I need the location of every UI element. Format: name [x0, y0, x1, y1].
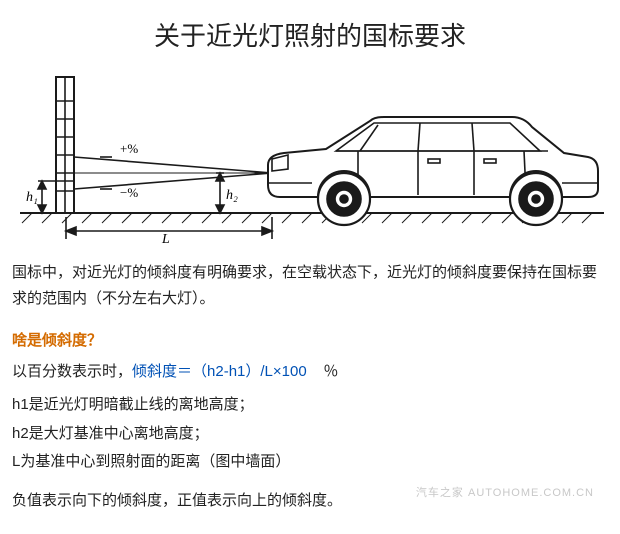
page-title: 关于近光灯照射的国标要求 — [12, 16, 608, 53]
definitions-block: h1是近光灯明暗截止线的离地高度； h2是大灯基准中心离地高度； L为基准中心到… — [12, 391, 608, 477]
watermark: 汽车之家 AUTOHOME.COM.CN — [416, 484, 594, 500]
formula-prefix: 以百分数表示时， — [12, 363, 132, 380]
label-minus-pct: −% — [120, 185, 138, 200]
label-h1: h₁ — [26, 190, 38, 205]
def-L: L为基准中心到照射面的距离（图中墙面） — [12, 448, 608, 477]
paragraph-intro: 国标中，对近光灯的倾斜度有明确要求，在空载状态下，近光灯的倾斜度要保持在国标要求… — [12, 260, 608, 311]
def-h1: h1是近光灯明暗截止线的离地高度； — [12, 391, 608, 420]
label-plus-pct: +% — [120, 141, 138, 156]
formula-unit: ％ — [323, 363, 338, 380]
question-heading: 啥是倾斜度？ — [12, 329, 608, 350]
formula-expression: 倾斜度＝（h2-h1）/L×100 — [132, 363, 307, 380]
headlight-diagram: +% −% h₁ h₂ L — [12, 61, 608, 246]
label-h2: h₂ — [226, 188, 238, 203]
formula-line: 以百分数表示时，倾斜度＝（h2-h1）/L×100 ％ — [12, 360, 608, 381]
label-L: L — [161, 232, 170, 246]
car-illustration — [268, 117, 598, 225]
def-h2: h2是大灯基准中心离地高度； — [12, 420, 608, 449]
